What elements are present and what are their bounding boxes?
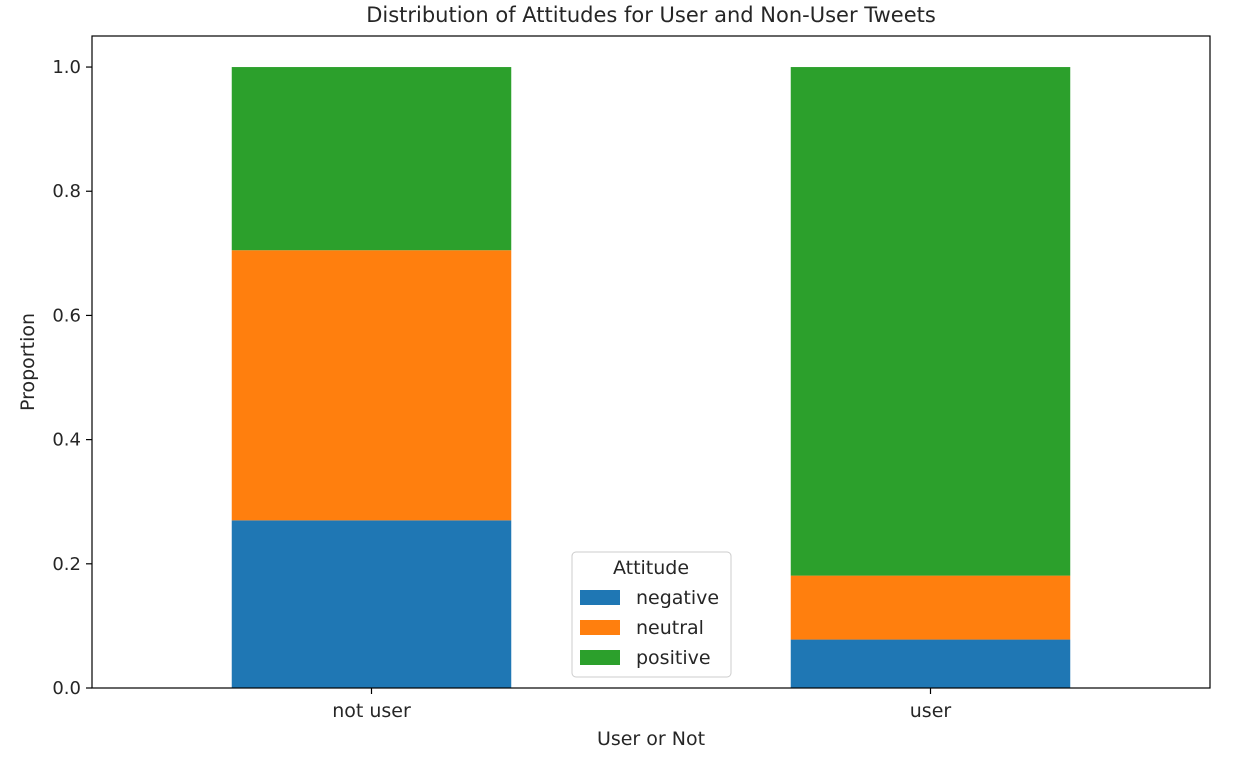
bar-negative-not-user bbox=[231, 520, 512, 688]
bar-neutral-not-user bbox=[231, 250, 512, 521]
x-tick-label: user bbox=[910, 700, 952, 722]
bars bbox=[231, 67, 1071, 688]
x-axis-label: User or Not bbox=[597, 728, 705, 750]
bar-neutral-user bbox=[790, 575, 1071, 640]
y-axis: 0.0 0.2 0.4 0.6 0.8 1.0 bbox=[52, 57, 92, 699]
bar-positive-user bbox=[790, 67, 1071, 576]
legend-box bbox=[571, 551, 732, 678]
y-tick-label: 0.8 bbox=[52, 181, 81, 202]
plot-border bbox=[91, 35, 1211, 689]
y-tick-label: 0.6 bbox=[52, 305, 81, 326]
legend-swatch-neutral bbox=[580, 620, 620, 635]
bar-positive-not-user bbox=[231, 67, 512, 251]
x-axis: not user user bbox=[332, 688, 951, 722]
chart-title: Distribution of Attitudes for User and N… bbox=[366, 3, 936, 27]
legend-label-positive: positive bbox=[636, 647, 711, 669]
y-tick-label: 0.4 bbox=[52, 430, 81, 451]
y-axis-label: Proportion bbox=[17, 313, 39, 411]
legend-items: negative neutral positive bbox=[580, 587, 719, 669]
y-tick-label: 0.0 bbox=[52, 678, 81, 699]
legend-title: Attitude bbox=[613, 557, 689, 579]
bar-negative-user bbox=[790, 639, 1071, 688]
legend-label-neutral: neutral bbox=[636, 617, 704, 639]
legend: Attitude negative neutral positive bbox=[571, 551, 732, 678]
y-tick-label: 1.0 bbox=[52, 57, 81, 78]
y-tick-label: 0.2 bbox=[52, 554, 81, 575]
legend-swatch-positive bbox=[580, 650, 620, 665]
x-tick-label: not user bbox=[332, 700, 411, 722]
legend-label-negative: negative bbox=[636, 587, 719, 609]
legend-swatch-negative bbox=[580, 590, 620, 605]
